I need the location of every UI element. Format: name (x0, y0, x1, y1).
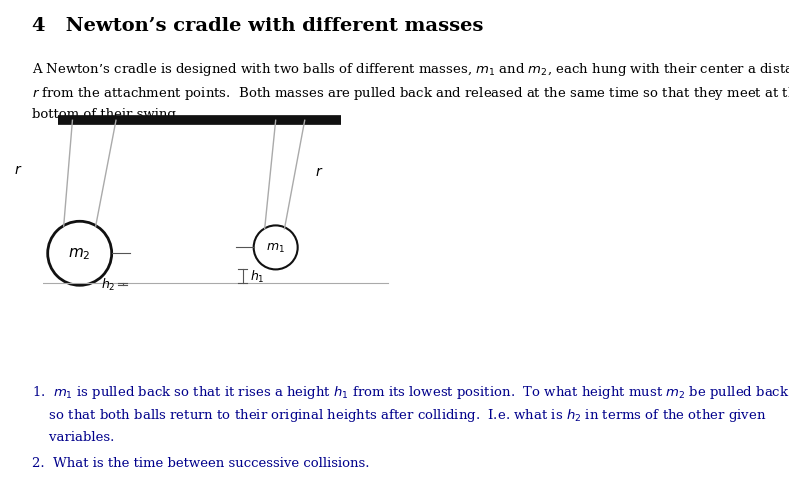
Text: variables.: variables. (32, 430, 114, 443)
Text: bottom of their swing.: bottom of their swing. (32, 108, 180, 121)
Text: A Newton’s cradle is designed with two balls of different masses, $m_1$ and $m_2: A Newton’s cradle is designed with two b… (32, 61, 789, 78)
Text: $h_1$: $h_1$ (250, 268, 264, 285)
Text: so that both balls return to their original heights after colliding.  I.e. what : so that both balls return to their origi… (32, 407, 766, 424)
Text: $m_2$: $m_2$ (69, 246, 91, 262)
Text: $h_2$: $h_2$ (101, 276, 115, 292)
Text: 2.  What is the time between successive collisions.: 2. What is the time between successive c… (32, 456, 369, 469)
Text: $r$: $r$ (316, 164, 323, 178)
Ellipse shape (47, 222, 112, 285)
Ellipse shape (254, 226, 297, 270)
Text: $r$ from the attachment points.  Both masses are pulled back and released at the: $r$ from the attachment points. Both mas… (32, 84, 789, 102)
Text: 4   Newton’s cradle with different masses: 4 Newton’s cradle with different masses (32, 17, 483, 35)
Text: $m_1$: $m_1$ (266, 242, 285, 254)
Text: 1.  $m_1$ is pulled back so that it rises a height $h_1$ from its lowest positio: 1. $m_1$ is pulled back so that it rises… (32, 383, 789, 400)
Text: $r$: $r$ (14, 163, 23, 177)
